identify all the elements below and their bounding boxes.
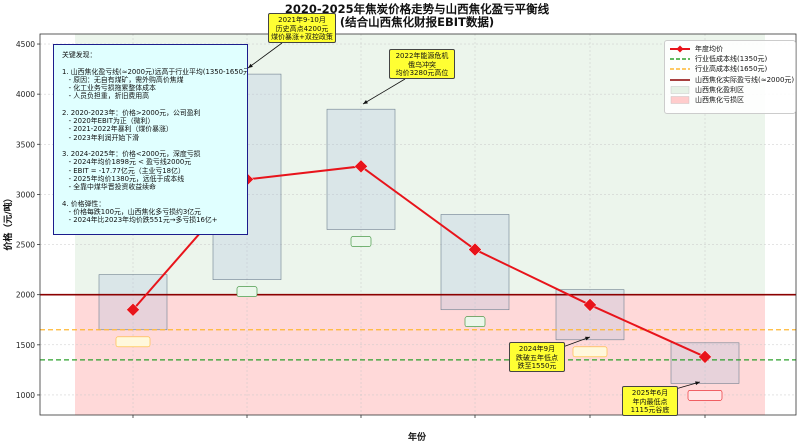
- status-badge-bg: [464, 316, 486, 328]
- info-line: - 原因：无自有煤矿，需外购高价焦煤: [62, 75, 184, 84]
- legend-item: 山西焦化盈利区: [669, 85, 795, 95]
- legend-label: 山西焦化亏损区: [695, 96, 744, 104]
- info-line: [62, 101, 247, 109]
- y-axis: 1000 1500 2000 2500 3000 3500 4000 4500: [16, 40, 40, 400]
- y-tick-label: 1500: [16, 341, 35, 350]
- status-badge-bg: [572, 346, 608, 358]
- annotation-text: 2024年9月: [518, 345, 556, 353]
- data-point: [468, 242, 482, 257]
- annotation-text: 2022年能源危机: [395, 52, 449, 60]
- annotation-box: 2021年9-10月 历史高点4200元 煤价暴涨+双控政策: [268, 13, 336, 43]
- y-tick-label: 4500: [16, 40, 35, 49]
- info-line: [62, 191, 247, 199]
- info-line: [62, 142, 247, 150]
- legend-item: 山西焦化实际盈亏线(≈2000元): [669, 75, 795, 85]
- legend-item: 年度均价: [669, 44, 795, 54]
- info-line: - 化工业务亏损拖累整体成本: [62, 84, 156, 92]
- info-line: - 2024年均价1898元 < 盈亏线2000元: [62, 158, 192, 167]
- status-badge-bg: [236, 286, 258, 297]
- info-line: 3. 2024-2025年：价格<2000元，深度亏损: [62, 150, 201, 158]
- data-point: [583, 298, 597, 312]
- y-tick-label: 3000: [16, 190, 35, 199]
- annotation-arrow: [247, 42, 283, 69]
- info-line: - 价格每跌100元，山西焦化多亏损约3亿元: [62, 207, 202, 216]
- legend-swatch: [670, 45, 690, 53]
- info-line: 关键发现：: [62, 51, 97, 59]
- legend: 年度均价行业低成本线(1350元) 行业高成本线(1650元) 山西焦化实际盈亏线(…: [664, 40, 796, 114]
- annotation-arrow: [362, 78, 406, 105]
- y-tick-label: 2000: [16, 291, 35, 300]
- annotation-arrowhead: [695, 381, 700, 386]
- legend-item: 山西焦化亏损区: [669, 95, 795, 105]
- info-line: - 2024年比2023年均价跌551元→多亏损16亿+: [62, 216, 218, 224]
- legend-label: 年度均价: [695, 45, 723, 53]
- status-badges: [115, 236, 723, 401]
- annotation-text: 年内最低点: [632, 397, 668, 406]
- plot-frame: [39, 33, 797, 416]
- annotation-box: 2022年能源危机 俄乌冲突 均价3280元高位: [389, 49, 455, 79]
- y-axis-label: 价格（元/吨）: [2, 193, 14, 250]
- annotation-text: 2021年9-10月: [278, 16, 326, 24]
- annotation-arrowhead: [585, 336, 590, 341]
- info-line: - 全靠中煤华晋投资收益续命: [62, 183, 156, 191]
- legend-swatch: [670, 86, 690, 94]
- y-tick-label: 2500: [16, 241, 35, 250]
- annotation-text: 1115元谷底: [630, 406, 670, 414]
- info-line: [62, 59, 247, 67]
- info-line: - EBIT = -17.77亿元（主业亏18亿）: [62, 166, 185, 175]
- y-tick-label: 1000: [16, 391, 35, 400]
- info-line: - 2023年利润开始下滑: [62, 133, 140, 142]
- legend-swatch: [670, 68, 690, 71]
- range-box: [440, 214, 510, 311]
- annotation-text: 俄乌冲突: [408, 60, 436, 69]
- status-badge-bg: [687, 390, 723, 401]
- legend-label: 行业高成本线(1650元): [695, 65, 768, 74]
- reference-lines: [40, 293, 796, 361]
- legend-swatch: [670, 78, 690, 81]
- info-line: - 2025年均价1380元，远低于成本线: [62, 174, 185, 183]
- y-tick-label: 4000: [16, 90, 35, 99]
- annotation-box: 2024年9月 跌破五年低点 跌至1550元: [509, 342, 565, 372]
- legend-item: 行业低成本线(1350元): [669, 54, 795, 64]
- legend-label: 山西焦化盈利区: [695, 85, 744, 94]
- annotation-arrowhead: [248, 63, 253, 68]
- status-badge-bg: [350, 236, 372, 247]
- chart-subtitle: (结合山西焦化财报EBIT数据): [340, 15, 494, 29]
- legend-item: 行业高成本线(1650元): [669, 64, 795, 74]
- data-point: [354, 159, 368, 174]
- chart-title: 2020-2025年焦炭价格走势与山西焦化盈亏平衡线: [285, 2, 550, 16]
- legend-swatch: [670, 58, 690, 60]
- annotation-arrow: [559, 336, 591, 349]
- annotation-text: 2025年6月: [631, 389, 669, 397]
- info-line: 4. 价格弹性：: [62, 199, 106, 208]
- info-line: 2. 2020-2023年：价格>2000元，公司盈利: [62, 108, 201, 117]
- x-axis-label: 年份: [408, 431, 427, 443]
- annotation-text: 均价3280元高位: [395, 69, 449, 77]
- legend-swatch: [670, 96, 690, 104]
- data-point: [126, 302, 140, 317]
- info-line: - 2021-2022年暴利（煤价暴涨）: [62, 125, 173, 134]
- annotation-text: 跌破五年低点: [516, 353, 558, 362]
- y-tick-label: 3500: [16, 140, 35, 149]
- legend-label: 行业低成本线(1350元): [695, 55, 768, 64]
- key-findings-box: 关键发现： 1. 山西焦化盈亏线(≈2000元)远高于行业平均(1350-1650…: [53, 44, 248, 235]
- info-line: - 2020年EBIT为正（微利）: [62, 117, 155, 125]
- annotation-text: 跌至1550元: [517, 362, 557, 370]
- x-axis: [132, 415, 706, 418]
- data-point: [698, 349, 712, 364]
- annotation-text: 历史高点4200元: [275, 24, 329, 33]
- info-line: 1. 山西焦化盈亏线(≈2000元)远高于行业平均(1350-1650元): [62, 67, 248, 76]
- annotation-text: 煤价暴涨+双控政策: [271, 33, 333, 41]
- legend-label: 山西焦化实际盈亏线(≈2000元): [695, 75, 795, 84]
- annotation-arrowhead: [363, 99, 368, 104]
- info-line: - 人员负担重，折旧费用高: [62, 92, 150, 101]
- status-badge-bg: [115, 336, 151, 348]
- annotation-box: 2025年6月 年内最低点 1115元谷底: [622, 386, 678, 416]
